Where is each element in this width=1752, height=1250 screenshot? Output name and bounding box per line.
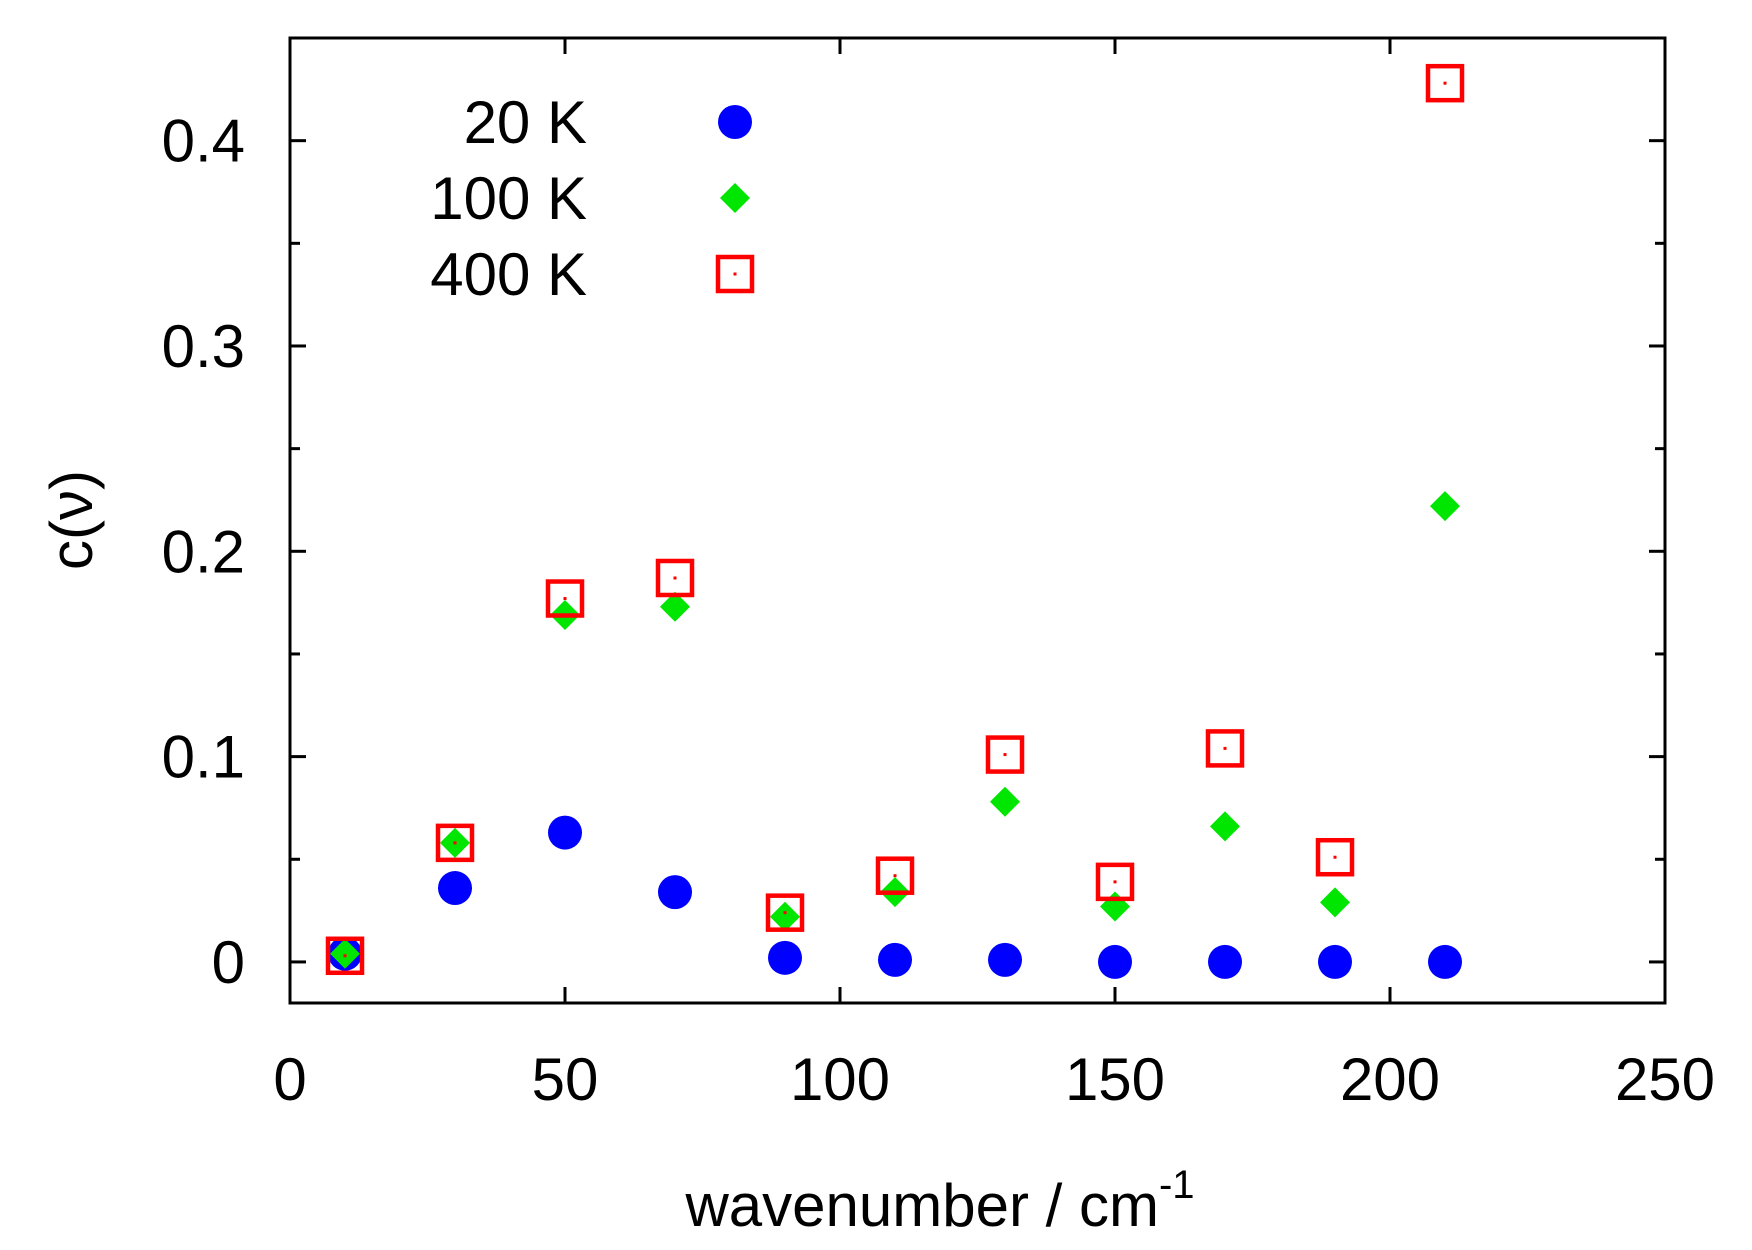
legend-marker-box — [715, 254, 755, 294]
legend-marker — [718, 105, 752, 139]
legend-marker — [715, 254, 755, 294]
data-point-box — [985, 735, 1025, 774]
data-point-center-dot — [1223, 746, 1227, 750]
data-point-box — [875, 856, 915, 895]
legend-label: 20 K — [464, 89, 587, 156]
data-point — [990, 786, 1020, 817]
data-point — [768, 940, 802, 975]
x-tick-label: 150 — [1065, 1046, 1165, 1113]
data-point — [1095, 862, 1135, 902]
data-point — [330, 938, 360, 969]
data-point — [1315, 837, 1355, 877]
data-point — [988, 942, 1022, 977]
y-tick-label: 0.1 — [162, 724, 245, 791]
data-point-box — [655, 558, 695, 598]
data-point-box — [435, 823, 475, 863]
data-point-box — [1205, 729, 1245, 768]
data-point-box — [325, 936, 365, 976]
series-20-k — [328, 815, 1462, 979]
data-point — [1428, 944, 1462, 979]
data-point-center-dot — [783, 911, 787, 915]
data-point-center-dot — [1443, 81, 1447, 85]
data-point — [660, 591, 690, 622]
data-point — [1100, 891, 1130, 922]
data-point — [1425, 63, 1465, 103]
data-point-center-dot — [893, 874, 897, 878]
data-point — [1098, 944, 1132, 979]
legend-marker — [720, 183, 750, 213]
data-point — [875, 856, 915, 895]
x-tick-label: 100 — [790, 1046, 890, 1113]
data-point-box — [1315, 837, 1355, 877]
data-point-box — [1095, 862, 1135, 902]
plot-frame — [288, 36, 1667, 1005]
data-point-center-dot — [453, 841, 457, 845]
y-tick-label: 0.4 — [162, 108, 245, 175]
y-tick-label: 0 — [212, 929, 245, 996]
data-point — [1205, 729, 1245, 768]
y-tick-label: 0.2 — [162, 518, 245, 585]
data-point — [435, 823, 475, 863]
data-point-box — [545, 579, 585, 618]
data-point-center-dot — [673, 576, 677, 580]
data-point — [325, 936, 365, 976]
series-100-k — [330, 491, 1460, 969]
data-markers — [325, 63, 1465, 979]
x-axis-title-superscript: -1 — [1159, 1163, 1195, 1207]
legend: 20 K 100 K 400 K — [430, 89, 755, 308]
data-point-center-dot — [1113, 880, 1117, 884]
x-axis-title-text: wavenumber / cm — [684, 1172, 1159, 1239]
x-tick-label: 250 — [1615, 1046, 1715, 1113]
data-point — [1320, 887, 1350, 918]
data-point — [1208, 944, 1242, 979]
data-point-box — [1425, 63, 1465, 103]
data-point — [655, 558, 695, 598]
data-point-center-dot — [1333, 855, 1337, 859]
x-tick-label: 200 — [1340, 1046, 1440, 1113]
data-point — [548, 815, 582, 850]
data-point — [1210, 811, 1240, 842]
data-point — [438, 871, 472, 906]
data-point-center-dot — [343, 954, 347, 958]
data-point — [1430, 491, 1460, 522]
data-point — [545, 579, 585, 618]
data-point-center-dot — [1003, 753, 1007, 757]
axis-ticks — [288, 38, 1667, 1003]
data-point — [985, 735, 1025, 774]
data-point-center-dot — [563, 597, 567, 601]
axis-tick-labels: 0 50 100 150 200 250 0 0.1 0.2 0.3 0.4 — [162, 108, 1715, 1113]
legend-marker-center-dot — [733, 272, 737, 276]
y-axis-title: c(ν) — [38, 470, 105, 570]
y-tick-label: 0.3 — [162, 313, 245, 380]
x-tick-label: 50 — [532, 1046, 599, 1113]
legend-label: 400 K — [430, 241, 587, 308]
x-axis-title: wavenumber / cm-1 — [684, 1163, 1194, 1239]
data-point — [658, 875, 692, 910]
data-point — [1318, 944, 1352, 979]
data-point — [770, 901, 800, 932]
data-point-box — [765, 893, 805, 932]
x-tick-label: 0 — [273, 1046, 306, 1113]
data-point — [878, 942, 912, 977]
series-400-k — [325, 63, 1465, 976]
legend-label: 100 K — [430, 165, 587, 232]
data-point — [765, 893, 805, 932]
